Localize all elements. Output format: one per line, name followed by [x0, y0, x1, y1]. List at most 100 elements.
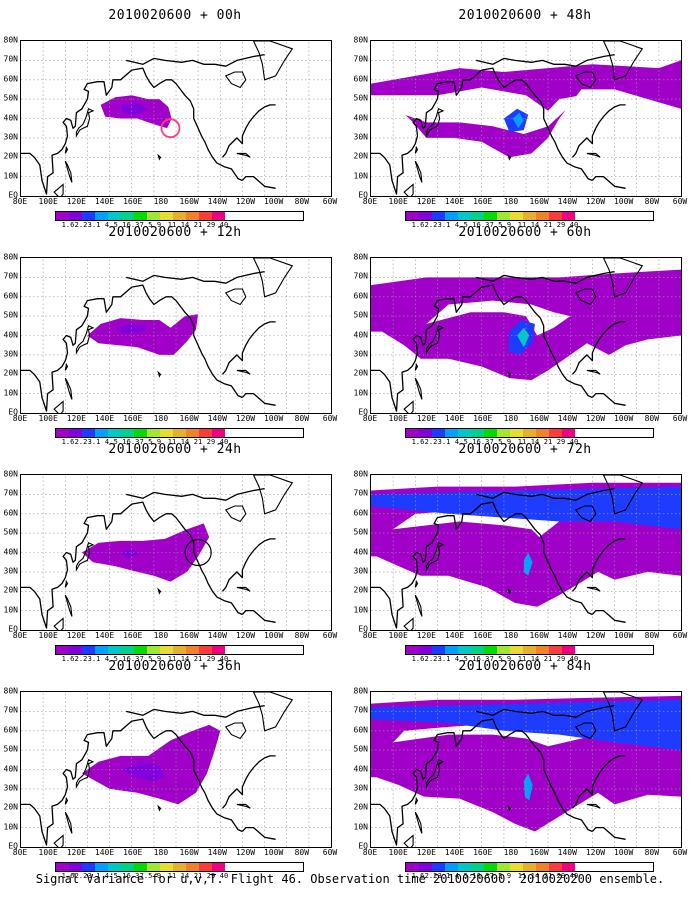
- coastline-island: [403, 183, 414, 196]
- colorbar-swatch: [134, 429, 147, 437]
- colorbar-label: 2.2: [424, 221, 438, 229]
- colorbar-label: 11: [517, 221, 527, 229]
- colorbar-swatch: [471, 212, 484, 220]
- coastline-island: [507, 804, 512, 812]
- colorbar-swatch: [575, 646, 588, 654]
- coastline: [572, 755, 626, 809]
- lon-label: 60W: [322, 631, 338, 640]
- colorbar-swatch: [56, 646, 69, 654]
- lat-label: 20N: [353, 802, 368, 812]
- colorbar-label: 11: [167, 872, 177, 880]
- variance-region-mid: [122, 761, 165, 782]
- colorbar-label: 5.1: [113, 221, 127, 229]
- lat-label: 50N: [353, 744, 368, 754]
- coastline-island: [157, 804, 162, 812]
- map-plot: [370, 40, 682, 197]
- lat-label: 70N: [353, 271, 368, 281]
- lat-label: 80N: [3, 686, 18, 696]
- lon-label: 120W: [235, 848, 256, 857]
- colorbar-swatch: [536, 863, 549, 871]
- colorbar-swatch: [160, 429, 173, 437]
- colorbar-swatch: [640, 212, 653, 220]
- colorbar-swatch: [199, 646, 212, 654]
- colorbar-swatch: [108, 646, 121, 654]
- colorbar-label: 14: [180, 655, 190, 663]
- lon-label: 120E: [416, 631, 436, 640]
- colorbar-swatch: [614, 212, 627, 220]
- coastline: [371, 284, 593, 412]
- lon-label: 160W: [529, 848, 549, 857]
- colorbar-swatch: [173, 646, 186, 654]
- colorbar-label: 5.1: [113, 872, 127, 880]
- colorbar-label: 3.1: [87, 438, 101, 446]
- lat-label: 50N: [3, 744, 18, 754]
- colorbar-swatch: [471, 646, 484, 654]
- lat-label: EQ: [8, 190, 18, 200]
- colorbar-swatch: [419, 646, 432, 654]
- lat-label: 20N: [3, 585, 18, 595]
- coastline-island: [75, 325, 95, 355]
- colorbar-swatch: [640, 429, 653, 437]
- colorbar-label: 6.3: [126, 655, 140, 663]
- variance-region-low: [87, 314, 199, 355]
- lon-label: 160E: [473, 414, 493, 423]
- observation-contour: [160, 118, 181, 139]
- lon-label: 160W: [179, 631, 199, 640]
- forecast-panel: 2010020600 + 84h 80N 70N 60N 50N 40N 30N 20N 10N…: [350, 651, 700, 880]
- colorbar-swatch: [601, 646, 614, 654]
- colorbar-swatch: [134, 646, 147, 654]
- colorbar-swatch: [510, 212, 523, 220]
- colorbar-swatch: [419, 212, 432, 220]
- coastline-island: [64, 594, 73, 617]
- colorbar-swatch: [199, 212, 212, 220]
- lon-label: 140E: [94, 197, 115, 206]
- coastline-island: [64, 146, 69, 154]
- lon-label: 180: [503, 848, 519, 857]
- colorbar-label: 29: [556, 655, 566, 663]
- lon-label: 100E: [388, 631, 408, 640]
- colorbar-label: 5.1: [463, 872, 477, 880]
- colorbar-swatch: [186, 646, 199, 654]
- colorbar-swatch: [95, 212, 108, 220]
- colorbar-label: 5.1: [463, 221, 477, 229]
- colorbar-label: 4: [104, 872, 110, 880]
- colorbar-swatch: [95, 646, 108, 654]
- panel-title: 2010020600 + 24h: [108, 442, 242, 457]
- colorbar-swatch: [627, 646, 640, 654]
- colorbar-label: 7.5: [489, 438, 503, 446]
- coastline-island: [157, 370, 162, 378]
- coastline: [21, 718, 243, 846]
- colorbar-label: 21: [543, 872, 553, 880]
- lat-label: 60N: [3, 74, 18, 84]
- colorbar-label: 4: [104, 221, 110, 229]
- lon-label: 160W: [529, 414, 549, 423]
- lat-label: 80N: [353, 35, 368, 45]
- colorbar-swatch: [614, 646, 627, 654]
- lat-label: 50N: [3, 310, 18, 320]
- lon-label: 160E: [473, 848, 493, 857]
- colorbar-swatch: [147, 646, 160, 654]
- lon-label: 160W: [179, 848, 199, 857]
- colorbar-label: 21: [543, 438, 553, 446]
- colorbar-swatch: [238, 863, 251, 871]
- lon-label: 180: [503, 414, 519, 423]
- colorbar-swatch: [238, 429, 251, 437]
- coastline: [591, 826, 626, 840]
- colorbar-swatch: [147, 212, 160, 220]
- lon-label: 140W: [557, 197, 577, 206]
- colorbar-label: 7.5: [139, 221, 153, 229]
- colorbar-label: 3.1: [87, 221, 101, 229]
- lon-label: 140E: [94, 631, 115, 640]
- colorbar-swatch: [549, 863, 562, 871]
- colorbar-label: 3.1: [437, 221, 451, 229]
- colorbar-label: 9: [506, 872, 512, 880]
- colorbar-label: 29: [556, 221, 566, 229]
- colorbar-label: 40: [569, 872, 579, 880]
- colorbar-swatch: [588, 863, 601, 871]
- colorbar-swatch: [147, 429, 160, 437]
- coastline-island: [64, 797, 69, 805]
- map-plot: [20, 40, 332, 197]
- coastline-island: [224, 505, 247, 523]
- map-svg: [21, 475, 331, 630]
- colorbar-label: 11: [517, 655, 527, 663]
